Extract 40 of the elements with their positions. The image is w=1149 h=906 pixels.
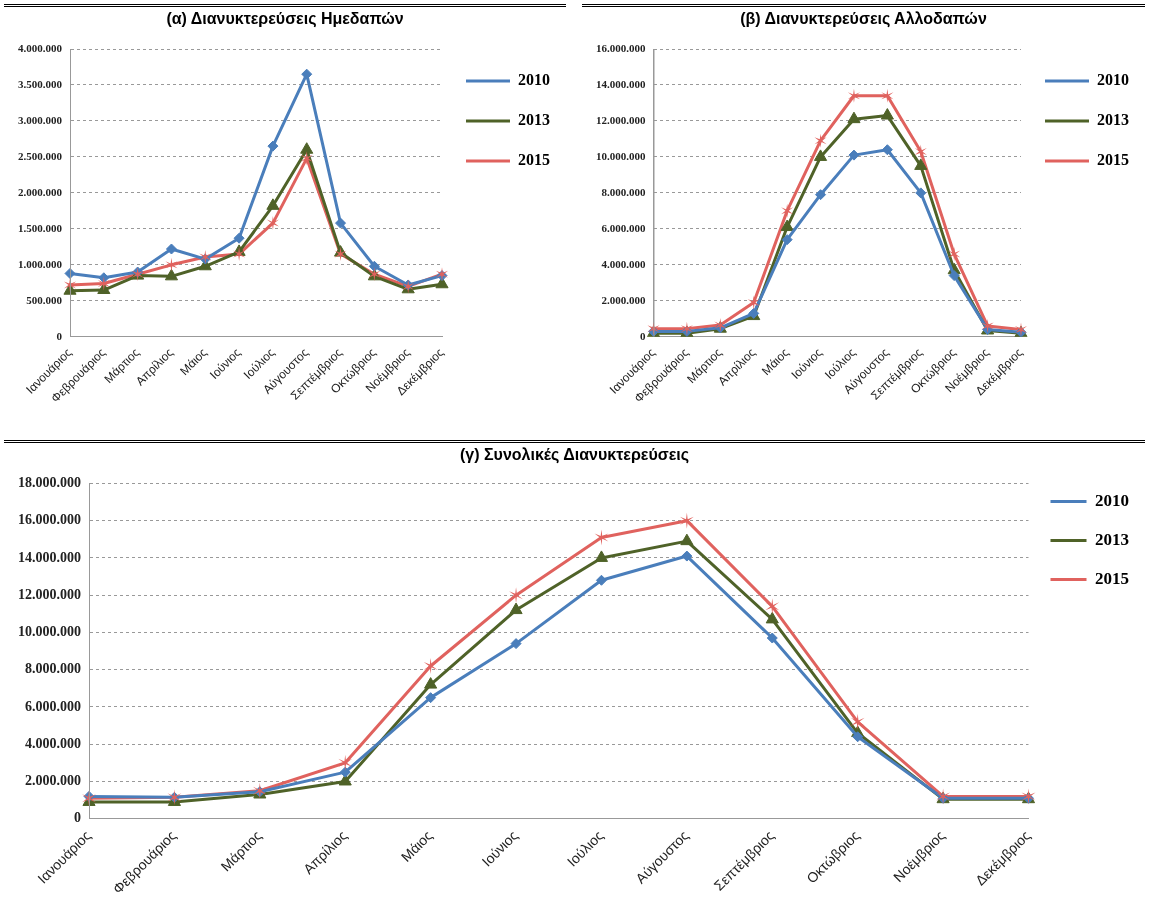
y-tick-label: 0 [640,329,646,342]
y-tick-label: 14.000.000 [596,77,646,90]
y-tick-label: 16.000.000 [596,41,646,54]
legend-label: 2013 [1095,529,1129,549]
legend-label: 2010 [1095,490,1129,510]
chart-title: (γ) Συνολικές Διανυκτερεύσεις [4,440,1145,467]
legend-label: 2013 [518,111,550,129]
y-tick-label: 2.500.000 [18,149,63,162]
y-tick-label: 4.000.000 [18,41,63,54]
legend-label: 2010 [1097,71,1129,89]
chart-title: (β) Διανυκτερεύσεις Αλλοδαπών [582,4,1145,31]
y-tick-label: 10.000.000 [18,624,81,640]
y-tick-label: 0 [56,329,63,342]
legend-label: 2015 [1095,568,1129,588]
y-tick-label: 8.000.000 [601,185,646,198]
y-tick-label: 0 [74,810,81,826]
y-tick-label: 16.000.000 [18,512,81,528]
legend-label: 2010 [518,71,550,89]
y-tick-label: 3.500.000 [18,77,63,90]
y-tick-label: 18.000.000 [18,475,81,491]
y-tick-label: 1.500.000 [18,221,63,234]
chart-title: (α) Διανυκτερεύσεις Ημεδαπών [4,4,566,31]
y-tick-label: 10.000.000 [596,149,646,162]
y-tick-label: 12.000.000 [596,113,646,126]
y-tick-label: 500.000 [26,293,63,306]
legend-label: 2015 [518,151,550,169]
y-tick-label: 2.000.000 [25,773,81,789]
y-tick-label: 1.000.000 [18,257,63,270]
y-tick-label: 8.000.000 [25,661,81,677]
y-tick-label: 14.000.000 [18,549,81,565]
y-tick-label: 6.000.000 [25,698,81,714]
y-tick-label: 2.000.000 [18,185,63,198]
y-tick-label: 12.000.000 [18,586,81,602]
y-tick-label: 4.000.000 [25,735,81,751]
legend-label: 2015 [1097,151,1129,169]
y-tick-label: 4.000.000 [601,257,646,270]
legend-label: 2013 [1097,111,1129,129]
y-tick-label: 2.000.000 [601,293,646,306]
y-tick-label: 3.000.000 [18,113,63,126]
y-tick-label: 6.000.000 [601,221,646,234]
